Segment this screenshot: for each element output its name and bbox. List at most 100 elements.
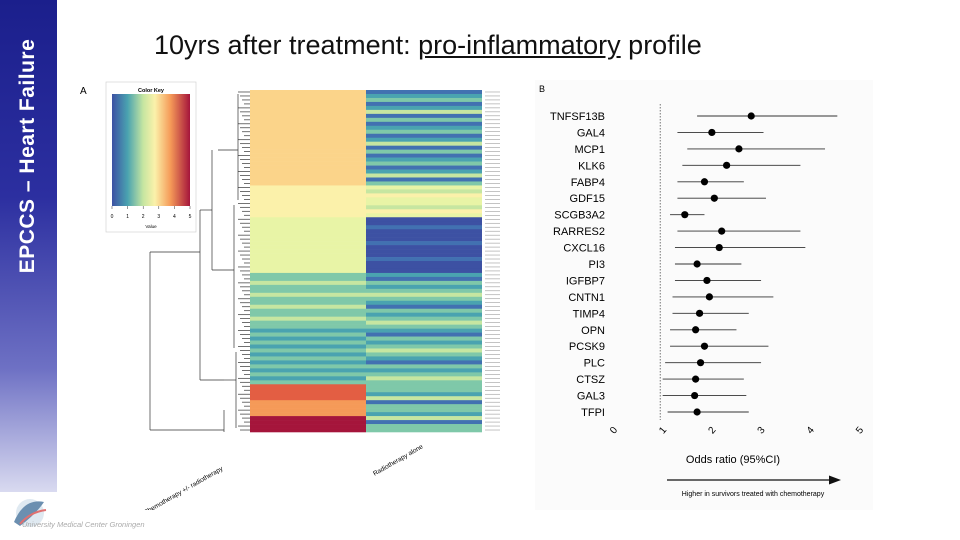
heatmap-cell-radio	[366, 396, 482, 401]
heatmap-cell-radio	[366, 388, 482, 393]
estimate-point	[691, 391, 699, 400]
heatmap-cell-radio	[366, 280, 482, 286]
heatmap-cell-radio	[366, 304, 482, 310]
heatmap-cell-radio	[366, 268, 482, 274]
heatmap-cell-chemo	[250, 189, 366, 194]
heatmap-cell-radio	[366, 161, 482, 166]
heatmap-cell-chemo	[250, 109, 366, 115]
heatmap-cell-radio	[366, 288, 482, 294]
heatmap-cell-radio	[366, 296, 482, 302]
heatmap-cell-chemo	[250, 304, 366, 310]
estimate-point	[718, 227, 726, 235]
heatmap-cell-radio	[366, 316, 482, 321]
forest-row-label: GAL3	[577, 391, 605, 403]
sidebar-banner: EPCCS – Heart Failure	[0, 0, 57, 492]
heatmap-cell-chemo	[250, 113, 366, 119]
heatmap-cell-chemo	[250, 101, 366, 107]
heatmap-cell-radio	[366, 201, 482, 206]
forest-xlabel: Odds ratio (95%CI)	[686, 454, 780, 466]
estimate-point	[715, 243, 723, 252]
panel-b-label: B	[539, 84, 545, 94]
heatmap-cell-radio	[366, 197, 482, 202]
heatmap-cell-chemo	[250, 257, 366, 262]
estimate-point	[692, 326, 700, 334]
heatmap-cell-chemo	[250, 197, 366, 202]
heatmap-cell-chemo	[250, 416, 366, 421]
title-part-2: profile	[620, 30, 702, 60]
estimate-point	[700, 178, 709, 186]
title-underlined: pro-inflammatory	[418, 30, 621, 60]
heatmap-cell-radio	[366, 400, 482, 405]
heatmap-cell-chemo	[250, 229, 366, 234]
estimate-point	[692, 375, 700, 383]
heatmap-cell-radio	[366, 284, 482, 290]
heatmap-cell-radio	[366, 264, 482, 270]
forest-row-label: RARRES2	[553, 226, 605, 238]
heatmap-cell-chemo	[250, 356, 366, 361]
heatmap-cell-radio	[366, 320, 482, 325]
heatmap-cell-chemo	[250, 137, 366, 142]
heatmap-cell-radio	[366, 308, 482, 313]
color-key-ticks: 0 1 2 3 4 5	[111, 206, 192, 220]
forest-row-label: GDF15	[570, 193, 605, 205]
heatmap-cell-chemo	[250, 328, 366, 333]
heatmap-cell-radio	[366, 97, 482, 103]
heatmap-cell-chemo	[250, 424, 366, 429]
estimate-point	[747, 112, 755, 120]
forest-row-label: CNTN1	[568, 292, 605, 304]
heatmap-cell-chemo	[250, 264, 366, 270]
heatmap-cell-chemo	[250, 372, 366, 377]
heatmap-cell-radio	[366, 424, 482, 429]
heatmap-cell-radio	[366, 189, 482, 194]
heatmap-cell-radio	[366, 241, 482, 246]
heatmap-cell-chemo	[250, 332, 366, 337]
heatmap-cell-chemo	[250, 288, 366, 294]
heatmap-cell-chemo	[250, 360, 366, 365]
heatmap-cell-radio	[366, 185, 482, 190]
heatmap-cell-chemo	[250, 249, 366, 254]
estimate-point	[723, 161, 731, 169]
heatmap-cell-radio	[366, 117, 482, 123]
color-key-title: Color Key	[138, 88, 165, 94]
heatmap-cell-radio	[366, 93, 482, 99]
key-tick-label: 5	[189, 214, 192, 220]
heatmap-cell-chemo	[250, 245, 366, 250]
heatmap-cell-radio	[366, 412, 482, 417]
forest-row-label: KLK6	[578, 160, 605, 172]
heatmap-cell-radio	[366, 324, 482, 329]
heatmap-cell-chemo	[250, 133, 366, 139]
estimate-point	[693, 408, 701, 416]
heatmap-cell-radio	[366, 340, 482, 345]
heatmap-cell-chemo	[250, 268, 366, 274]
heatmap-cell-radio	[366, 169, 482, 174]
column-label-chemo: Chemotherapy +/- radiotherapy	[143, 465, 225, 510]
heatmap-cell-chemo	[250, 97, 366, 103]
estimate-point	[696, 359, 705, 367]
heatmap-cell-chemo	[250, 308, 366, 313]
key-tick-label: 0	[111, 214, 114, 220]
x-tick-label: 4	[805, 425, 817, 437]
forest-row-label: CTSZ	[576, 374, 605, 386]
forest-row-label: MCP1	[574, 144, 605, 156]
heatmap-cell-chemo	[250, 121, 366, 127]
estimate-point	[700, 342, 709, 350]
key-tick-label: 3	[157, 214, 160, 220]
heatmap-cell-chemo	[250, 364, 366, 369]
heatmap-cell-radio	[366, 213, 482, 218]
key-tick-label: 1	[126, 214, 129, 220]
heatmap-cell-radio	[366, 165, 482, 170]
forest-row-label: PI3	[588, 259, 605, 271]
heatmap-cell-chemo	[250, 233, 366, 238]
forest-row-label: PCSK9	[569, 341, 605, 353]
panel-a-label: A	[80, 86, 87, 97]
heatmap-cell-chemo	[250, 149, 366, 154]
forest-row-label: OPN	[581, 325, 605, 337]
x-tick-label: 1	[657, 425, 669, 437]
forest-annotation: Higher in survivors treated with chemoth…	[682, 491, 825, 498]
heatmap-cell-chemo	[250, 237, 366, 242]
heatmap-cell-chemo	[250, 376, 366, 381]
x-tick-label: 2	[706, 425, 718, 437]
heatmap-cell-radio	[366, 225, 482, 230]
heatmap-cell-radio	[366, 404, 482, 409]
x-tick-label: 0	[608, 425, 620, 437]
